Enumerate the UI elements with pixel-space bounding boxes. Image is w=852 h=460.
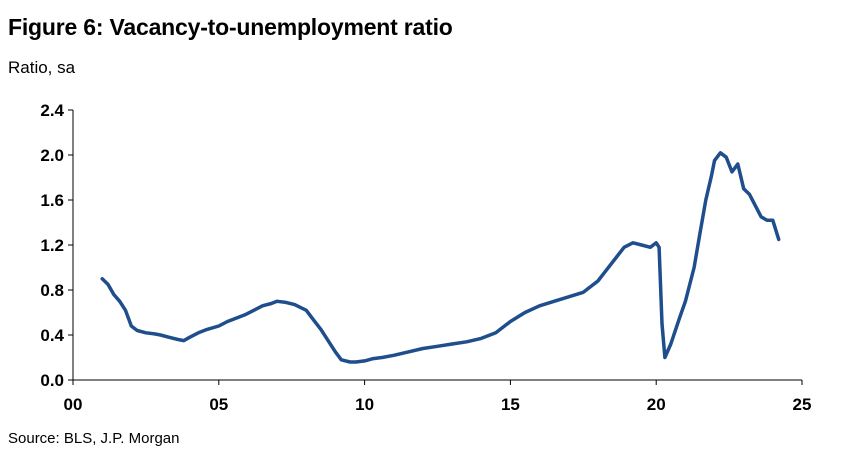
x-tick-label: 10 [355, 395, 374, 414]
x-tick-label: 00 [64, 395, 83, 414]
chart-title: Figure 6: Vacancy-to-unemployment ratio [8, 14, 453, 40]
series-line-0 [100, 151, 781, 364]
source-note: Source: BLS, J.P. Morgan [8, 430, 180, 447]
y-tick-label: 2.4 [40, 101, 64, 120]
y-tick-label: 0.8 [40, 281, 64, 300]
y-tick-label: 0.4 [40, 326, 64, 345]
chart-subtitle: Ratio, sa [8, 58, 76, 77]
x-tick-label: 25 [793, 395, 812, 414]
y-tick-label: 1.2 [40, 236, 64, 255]
y-tick-label: 0.0 [40, 371, 64, 390]
y-tick-label: 2.0 [40, 146, 64, 165]
chart-tick-labels: 0.0 0.4 0.8 1.2 1.6 2.0 2.4 00 05 10 15 20 25 [40, 101, 811, 414]
x-tick-label: 20 [647, 395, 666, 414]
chart-ticks [68, 109, 803, 385]
chart-series [100, 151, 781, 364]
y-tick-label: 1.6 [40, 191, 64, 210]
x-tick-label: 15 [501, 395, 520, 414]
x-tick-label: 05 [209, 395, 228, 414]
